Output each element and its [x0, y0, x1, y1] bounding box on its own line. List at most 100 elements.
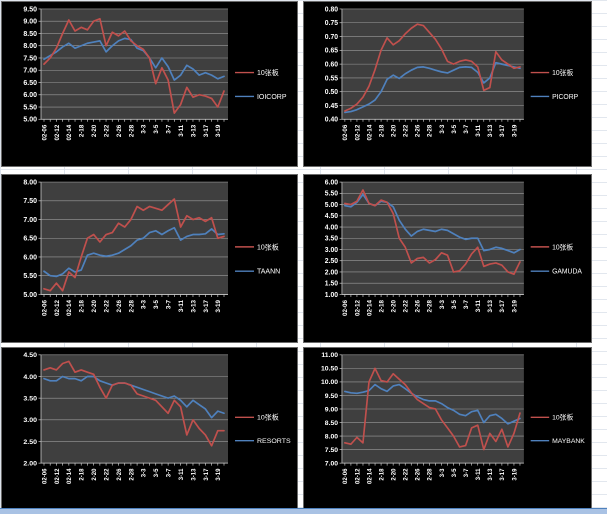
x-tick-label: 2-18 [79, 299, 86, 312]
chart-maybank[interactable]: 7.00 7.50 8.00 8.50 9.00 9.50 10.00 10.50 11.00 0… [304, 348, 591, 509]
x-tick-label: 3-5 [153, 124, 160, 133]
plot-area [41, 354, 228, 464]
chart-resorts[interactable]: 2.00 2.50 3.00 3.50 4.00 4.50 02-06 02-12 02-14 2… [2, 348, 297, 509]
x-tick-label: 2-20 [91, 124, 98, 137]
x-tick-label: 3-17 [500, 468, 506, 481]
x-tick-label: 3-3 [439, 124, 446, 134]
legend-label: GAMUDA [552, 269, 582, 276]
chart-svg: 2.00 2.50 3.00 3.50 4.00 4.50 02-06 02-12 02-14 2… [2, 348, 297, 509]
y-tick-label: 11.00 [321, 352, 338, 359]
x-tick-label: 3-7 [166, 299, 173, 309]
chart-ioicorp[interactable]: 5.00 5.50 6.00 6.50 7.00 7.50 8.00 8.50 9.00 9.50… [2, 2, 297, 166]
x-tick-label: 2-22 [103, 468, 110, 481]
y-tick-label: 2.50 [325, 258, 338, 265]
window-bottom-edge [0, 508, 607, 514]
y-tick-label: 7.50 [23, 55, 37, 62]
x-tick-label: 2-26 [415, 124, 422, 137]
x-tick-label: 2-28 [128, 299, 135, 312]
y-tick-label: 6.50 [23, 236, 37, 243]
x-tick-label: 3-7 [463, 124, 470, 134]
y-tick-label: 2.50 [23, 439, 37, 446]
x-tick-label: 2-18 [379, 299, 386, 312]
x-tick-label: 2-20 [392, 468, 398, 481]
y-tick-label: 9.50 [23, 6, 37, 13]
x-tick-label: 3-11 [178, 124, 185, 137]
legend-label: 10张板 [257, 413, 279, 422]
y-tick-label: 4.50 [23, 352, 37, 359]
x-tick-label: 3-3 [141, 468, 148, 477]
x-tick-label: 2-18 [379, 468, 385, 481]
x-tick-label: 2-28 [128, 124, 135, 137]
y-tick-label: 8.00 [325, 433, 338, 440]
x-tick-label: 3-13 [190, 299, 197, 312]
y-tick-label: 1.50 [325, 281, 338, 288]
legend-label: TAANN [257, 269, 280, 276]
legend-label: 10张板 [552, 242, 573, 251]
chart-picorp[interactable]: 0.40 0.45 0.50 0.55 0.60 0.65 0.70 0.75 0.80 02-0… [304, 2, 591, 166]
y-tick-label: 4.50 [325, 213, 338, 220]
x-tick-label: 3-13 [487, 124, 494, 137]
x-tick-label: 3-11 [475, 124, 482, 137]
x-tick-label: 02-12 [355, 468, 361, 484]
y-tick-label: 9.00 [325, 406, 338, 413]
x-tick-label: 3-3 [141, 124, 148, 133]
x-tick-label: 3-7 [165, 468, 172, 477]
legend-label: 10张板 [257, 68, 279, 77]
y-tick-label: 5.00 [23, 292, 37, 299]
legend-label: 10张板 [257, 242, 279, 251]
x-tick-label: 02-12 [54, 124, 61, 140]
x-tick-label: 2-18 [79, 124, 86, 137]
x-tick-label: 2-18 [378, 124, 385, 137]
x-tick-label: 2-22 [103, 124, 110, 137]
x-tick-label: 3-13 [190, 468, 197, 481]
y-tick-label: 0.80 [325, 6, 338, 13]
x-tick-label: 3-7 [166, 124, 173, 133]
x-tick-label: 2-22 [404, 468, 410, 481]
series-line-10张板 [43, 360, 225, 447]
legend-label: RESORTS [257, 438, 291, 445]
x-tick-label: 3-5 [451, 299, 458, 309]
y-tick-label: 8.00 [23, 43, 37, 50]
y-tick-label: 5.00 [23, 117, 37, 124]
chart-svg: 1.00 1.50 2.00 2.50 3.00 3.50 4.00 4.50 5.00 5.50… [304, 175, 591, 342]
chart-taann[interactable]: 5.00 5.50 6.00 6.50 7.00 7.50 8.00 02-06 02-12 02… [2, 175, 297, 342]
x-tick-label: 2-28 [128, 468, 135, 481]
x-tick-label: 3-11 [475, 299, 482, 312]
x-tick-label: 2-28 [427, 124, 434, 137]
x-tick-label: 02-14 [66, 124, 73, 140]
x-tick-label: 3-19 [512, 468, 518, 481]
x-tick-label: 3-11 [178, 299, 185, 312]
plot-area [41, 8, 228, 120]
x-tick-label: 02-14 [66, 468, 73, 484]
x-tick-label: 3-3 [439, 299, 446, 309]
x-tick-label: 2-20 [91, 299, 98, 312]
x-tick-label: 3-3 [440, 468, 446, 477]
chart-svg: 0.40 0.45 0.50 0.55 0.60 0.65 0.70 0.75 0.80 02-0… [304, 2, 591, 166]
y-tick-label: 2.00 [325, 269, 338, 276]
y-tick-label: 9.50 [325, 393, 338, 400]
y-tick-label: 7.00 [23, 217, 37, 224]
x-tick-label: 2-22 [403, 124, 410, 137]
series-line-picorp [344, 61, 521, 114]
x-tick-label: 2-26 [415, 299, 422, 312]
y-tick-label: 0.50 [325, 89, 338, 96]
x-tick-label: 3-11 [178, 468, 185, 480]
chart-gamuda[interactable]: 1.00 1.50 2.00 2.50 3.00 3.50 4.00 4.50 5.00 5.50… [304, 175, 591, 342]
y-tick-label: 0.75 [325, 20, 338, 27]
x-tick-label: 2-20 [391, 299, 398, 312]
y-tick-label: 6.50 [23, 80, 37, 87]
x-tick-label: 3-13 [488, 468, 494, 481]
x-tick-label: 02-12 [54, 299, 61, 316]
y-tick-label: 7.00 [23, 68, 37, 75]
y-tick-label: 10.00 [321, 379, 338, 386]
y-tick-label: 8.50 [23, 31, 37, 38]
x-tick-label: 2-22 [103, 299, 110, 312]
series-line-10张板 [344, 367, 521, 451]
series-line-10张板 [344, 189, 521, 276]
y-tick-label: 3.00 [23, 417, 37, 424]
x-tick-label: 02-14 [366, 124, 373, 140]
x-tick-label: 02-06 [342, 299, 349, 316]
x-tick-label: 3-11 [476, 468, 482, 480]
legend-label: 10张板 [552, 413, 573, 422]
